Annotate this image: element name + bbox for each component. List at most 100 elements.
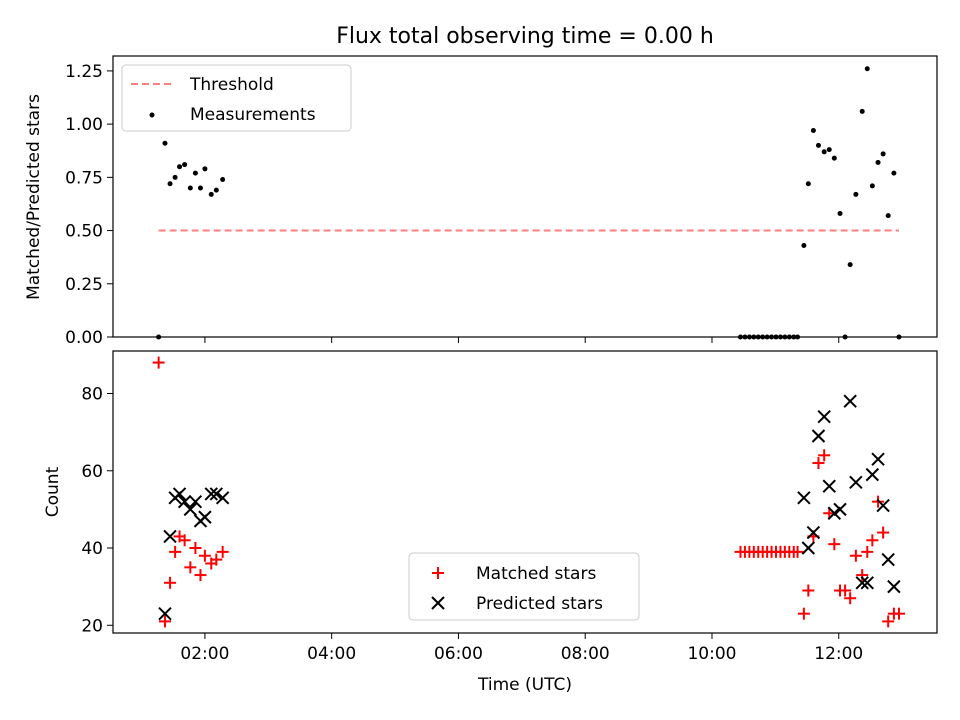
top-legend: Threshold Measurements [121,64,352,132]
measurement-point [192,170,198,176]
matched-star-marker [877,526,890,539]
predicted-star-marker [172,487,187,501]
measurement-point [208,191,214,197]
measurement-point [864,66,870,72]
legend-predicted-swatch [431,596,445,610]
top-y-tick-label: 1.25 [65,62,103,82]
measurement-point [810,128,816,134]
measurement-point [197,185,203,191]
predicted-marker-b [881,552,895,567]
top-plot-area [156,66,902,340]
bottom-x-tick-label: 08:00 [561,644,610,664]
predicted-star-marker [177,494,192,509]
measurement-point [213,187,219,193]
predicted-star-marker [209,487,224,501]
legend-threshold-label: Threshold [189,75,274,95]
predicted-star-marker [183,502,198,517]
predicted-marker-b [827,506,842,520]
matched-star-marker [892,607,905,620]
bottom-legend-box [408,552,640,621]
top-title: Flux total observing time = 0.00 h [336,24,714,49]
measurement-point [837,211,843,217]
predicted-star-marker [797,491,811,505]
bottom-y-tick-label: 20 [81,616,103,636]
predicted-star-marker [204,487,218,501]
top-y-axis: 0.00 0.25 0.50 0.75 1.00 1.25 [65,62,113,348]
bottom-y-tick-label: 80 [81,384,103,404]
predicted-marker-b [188,494,203,509]
top-axes-frame [112,55,938,338]
bottom-x-axis: 02:00 04:00 06:00 08:00 10:00 12:00 [180,633,863,664]
predicted-star-marker [158,606,172,621]
predicted-star-marker [855,576,869,590]
predicted-marker-b [833,502,847,517]
matched-star-marker [849,549,862,562]
top-y-tick-label: 0.75 [65,168,103,188]
bottom-y-axis: 20 40 60 80 [81,384,113,636]
predicted-star-marker [860,576,874,590]
predicted-marker-b [887,579,901,594]
predicted-star-marker [163,529,177,544]
measurement-point [831,155,837,161]
legend-matched-swatch [432,567,444,579]
predicted-star-marker [827,506,842,520]
predicted-marker-b [158,606,172,621]
matched-star-marker [158,615,171,628]
measurement-point [859,108,865,114]
top-ylabel: Matched/Predicted stars [24,94,44,300]
predicted-star-marker [198,510,212,524]
predicted-star-marker [833,502,847,517]
predicted-marker-b [177,494,192,509]
legend-predicted-label: Predicted stars [476,594,603,614]
matched-star-marker [178,534,191,547]
predicted-marker-b [198,510,212,524]
predicted-star-marker [215,491,230,505]
predicted-star-marker [801,541,816,555]
matched-star-marker [164,576,177,589]
predicted-star-marker [871,452,885,466]
matched-star-marker [210,553,223,566]
predicted-marker-b [865,467,880,482]
predicted-star-marker [806,525,821,540]
bottom-x-tick-label: 02:00 [180,644,229,664]
measurement-point [847,262,853,268]
legend-measurements-swatch [149,112,155,118]
matched-star-marker [812,457,825,470]
predicted-marker-b [215,491,230,505]
matched-star-marker [828,538,841,551]
predicted-star-marker [843,394,857,408]
matched-star-marker [818,449,831,462]
top-y-tick-label: 1.00 [65,115,103,135]
matched-star-marker [866,534,879,547]
matched-star-marker [861,545,874,558]
matched-star-marker [189,542,202,555]
top-y-tick-label: 0.00 [65,328,103,348]
predicted-marker-b [797,491,811,505]
predicted-star-marker [811,429,826,443]
bottom-legend: Matched stars Predicted stars [408,552,640,621]
predicted-marker-b [849,475,863,490]
predicted-star-marker [822,479,836,493]
measurement-point [801,242,807,248]
bottom-y-tick-label: 40 [81,539,103,559]
measurement-point [172,174,178,180]
predicted-marker-b [811,429,826,443]
predicted-marker-b [172,487,187,501]
measurement-point [162,140,168,146]
matched-star-marker [797,607,810,620]
legend-matched-label: Matched stars [476,564,596,584]
measurement-point [891,170,897,176]
matched-star-marker [152,356,165,369]
matched-star-marker [194,569,207,582]
matched-star-marker [791,545,804,558]
matched-star-marker [839,584,852,597]
bottom-ylabel: Count [43,466,63,517]
predicted-marker-b [822,479,836,493]
measurement-point [875,159,881,165]
measurement-point [869,183,875,189]
measurement-point [853,191,859,197]
measurement-point [821,149,827,155]
predicted-star-marker [865,467,880,482]
predicted-marker-b [871,452,885,466]
